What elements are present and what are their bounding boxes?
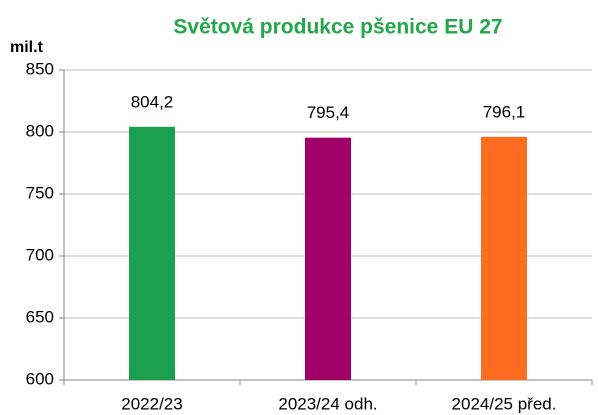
bar bbox=[305, 137, 351, 380]
y-tick-label: 700 bbox=[26, 245, 54, 264]
x-tick-label: 2022/23 bbox=[121, 394, 182, 413]
y-tick-label: 800 bbox=[26, 121, 54, 140]
bar bbox=[129, 126, 175, 381]
y-tick-label: 600 bbox=[26, 369, 54, 388]
y-axis-label: mil.t bbox=[10, 39, 44, 56]
y-tick-label: 750 bbox=[26, 183, 54, 202]
y-tick-label: 850 bbox=[26, 59, 54, 78]
value-label: 804,2 bbox=[131, 92, 174, 111]
x-tick-label: 2024/25 před. bbox=[452, 394, 557, 413]
chart-title: Světová produkce pšenice EU 27 bbox=[173, 16, 502, 39]
y-tick-label: 650 bbox=[26, 307, 54, 326]
x-tick-label: 2023/24 odh. bbox=[278, 394, 377, 413]
value-label: 795,4 bbox=[307, 103, 350, 122]
value-label: 796,1 bbox=[483, 102, 526, 121]
bar bbox=[481, 136, 527, 380]
